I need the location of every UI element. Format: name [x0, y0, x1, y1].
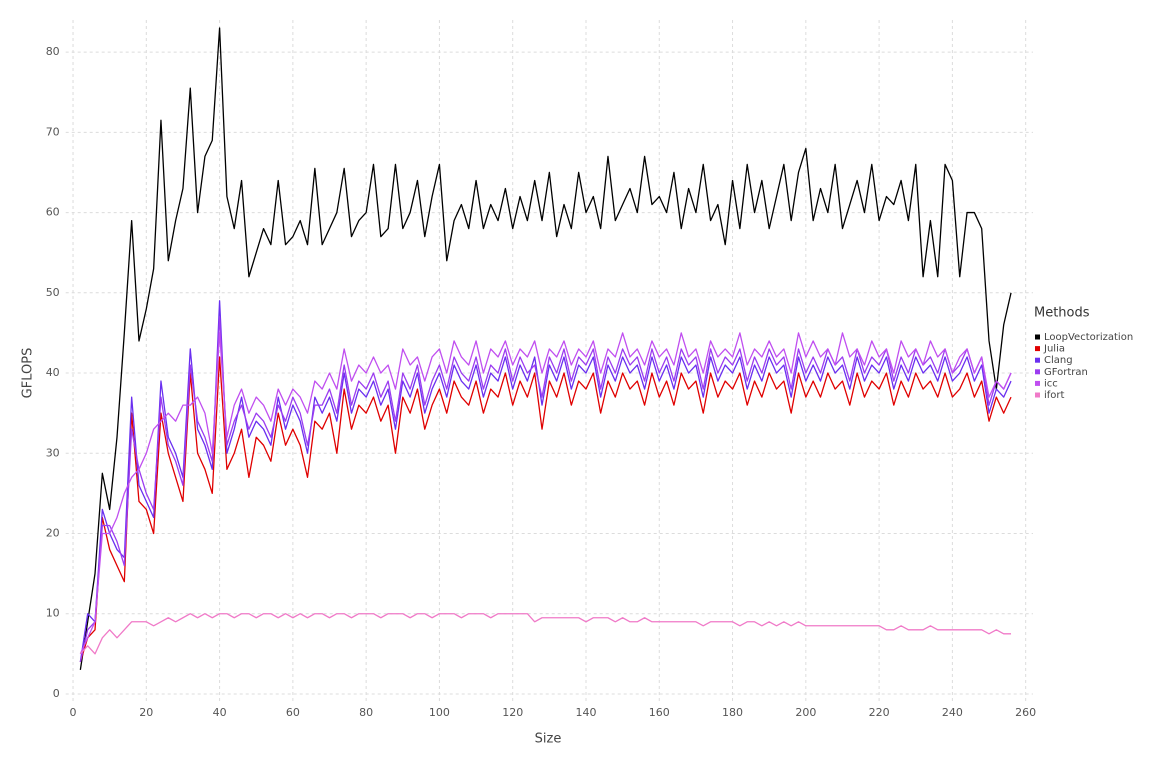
legend-label: Julia — [1043, 344, 1065, 355]
legend-swatch — [1035, 357, 1040, 363]
x-tick-label: 180 — [722, 706, 743, 719]
x-tick-label: 160 — [649, 706, 670, 719]
legend-swatch — [1035, 380, 1040, 386]
legend-label: Clang — [1044, 355, 1073, 366]
y-tick-label: 80 — [46, 45, 60, 58]
legend-label: ifort — [1044, 390, 1065, 401]
y-tick-label: 10 — [46, 607, 60, 620]
legend-swatch — [1035, 392, 1040, 398]
line — [79, 27, 1012, 671]
y-tick-label: 60 — [46, 206, 60, 219]
x-tick-label: 240 — [942, 706, 963, 719]
line — [79, 300, 1012, 662]
x-tick-label: 100 — [429, 706, 450, 719]
x-tick-label: 140 — [575, 706, 596, 719]
line — [79, 332, 1012, 655]
y-tick-label: 0 — [53, 687, 60, 700]
x-tick-label: 0 — [70, 706, 77, 719]
legend-swatch — [1035, 334, 1040, 340]
line — [79, 356, 1012, 663]
y-tick-label: 20 — [46, 527, 60, 540]
legend-label: icc — [1044, 378, 1058, 389]
x-tick-label: 200 — [795, 706, 816, 719]
x-axis-title: Size — [535, 732, 562, 747]
x-tick-label: 80 — [359, 706, 373, 719]
line — [79, 613, 1012, 655]
y-axis-title: GFLOPS — [21, 348, 36, 399]
x-tick-label: 260 — [1015, 706, 1036, 719]
y-tick-label: 30 — [46, 446, 60, 459]
legend-label: LoopVectorization — [1044, 332, 1133, 343]
y-tick-label: 50 — [46, 286, 60, 299]
x-tick-label: 40 — [213, 706, 227, 719]
legend-title: Methods — [1034, 306, 1090, 321]
legend-label: GFortran — [1044, 367, 1088, 378]
x-tick-label: 60 — [286, 706, 300, 719]
y-tick-label: 70 — [46, 125, 60, 138]
x-tick-label: 220 — [869, 706, 890, 719]
x-tick-label: 20 — [139, 706, 153, 719]
legend-swatch — [1035, 369, 1040, 375]
y-tick-label: 40 — [46, 366, 60, 379]
line — [79, 316, 1012, 663]
legend-swatch — [1035, 346, 1040, 352]
x-tick-label: 120 — [502, 706, 523, 719]
